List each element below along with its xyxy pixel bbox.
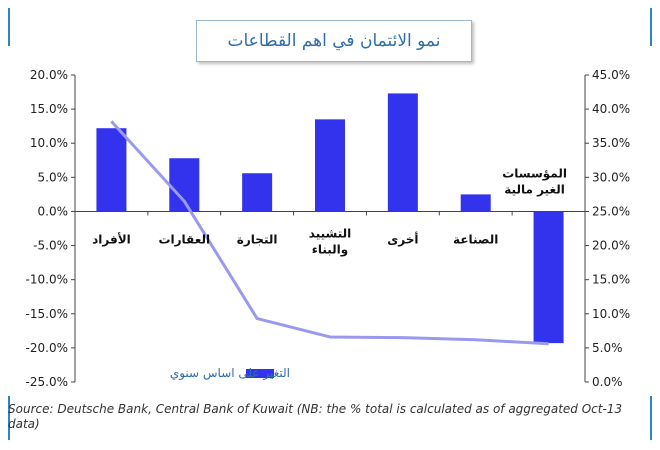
y-tick-label-right: 0.0% (592, 375, 623, 389)
chart: 20.0% 15.0% 10.0% 5.0% 0.0% -5.0% -10.0% -15.0%… (26, 68, 631, 389)
y-tick-label-left: 15.0% (30, 102, 68, 116)
y-tick-label-right: 35.0% (592, 136, 630, 150)
bar (533, 211, 564, 344)
y-tick-label-left: -15.0% (26, 307, 68, 321)
category-label: التجارة (237, 232, 278, 246)
y-tick-label-left: 10.0% (30, 136, 68, 150)
y-tick-label-left: -25.0% (26, 375, 68, 389)
category-label: أخرى (387, 231, 418, 246)
y-tick-label-right: 15.0% (592, 273, 630, 287)
y-tick-label-right: 40.0% (592, 102, 630, 116)
y-tick-label-right: 5.0% (592, 341, 623, 355)
y-tick-label-left: 20.0% (30, 68, 68, 82)
y-tick-label-right: 30.0% (592, 170, 630, 184)
chart-title: نمو الائتمان في اهم القطاعات (227, 31, 441, 51)
frame-accent-left (8, 8, 10, 46)
y-tick-label-left: -10.0% (26, 273, 68, 287)
y-tick-label-left: -5.0% (33, 239, 68, 253)
category-label: الأفراد (92, 231, 131, 246)
y-tick-label-left: -20.0% (26, 341, 68, 355)
y-tick-label-left: 0.0% (38, 204, 69, 218)
frame-accent-right (650, 8, 652, 46)
legend-label: التغير على اساس سنوي (170, 366, 290, 381)
frame-accent-bottom-left (8, 396, 10, 440)
bar (387, 93, 418, 212)
category-label: الغير مالية (504, 182, 565, 196)
bar (315, 119, 345, 212)
y-tick-label-left: 5.0% (38, 170, 69, 184)
category-label: والبناء (312, 242, 349, 257)
category-label: التشييد (309, 226, 351, 240)
category-label: الصناعة (453, 232, 498, 246)
bar (460, 194, 491, 212)
bar (242, 173, 273, 212)
bar (96, 128, 127, 212)
line-series (110, 120, 549, 346)
source-note: Source: Deutsche Bank, Central Bank of K… (8, 402, 623, 431)
legend-swatch (246, 369, 274, 378)
category-label: العقارات (158, 232, 210, 246)
chart-title-box: نمو الائتمان في اهم القطاعات (196, 20, 472, 62)
frame-accent-bottom-right (650, 396, 652, 440)
y-tick-label-right: 20.0% (592, 239, 630, 253)
y-tick-label-right: 10.0% (592, 307, 630, 321)
y-tick-label-right: 25.0% (592, 204, 630, 218)
category-label: المؤسسات (502, 166, 567, 181)
y-tick-label-right: 45.0% (592, 68, 630, 82)
